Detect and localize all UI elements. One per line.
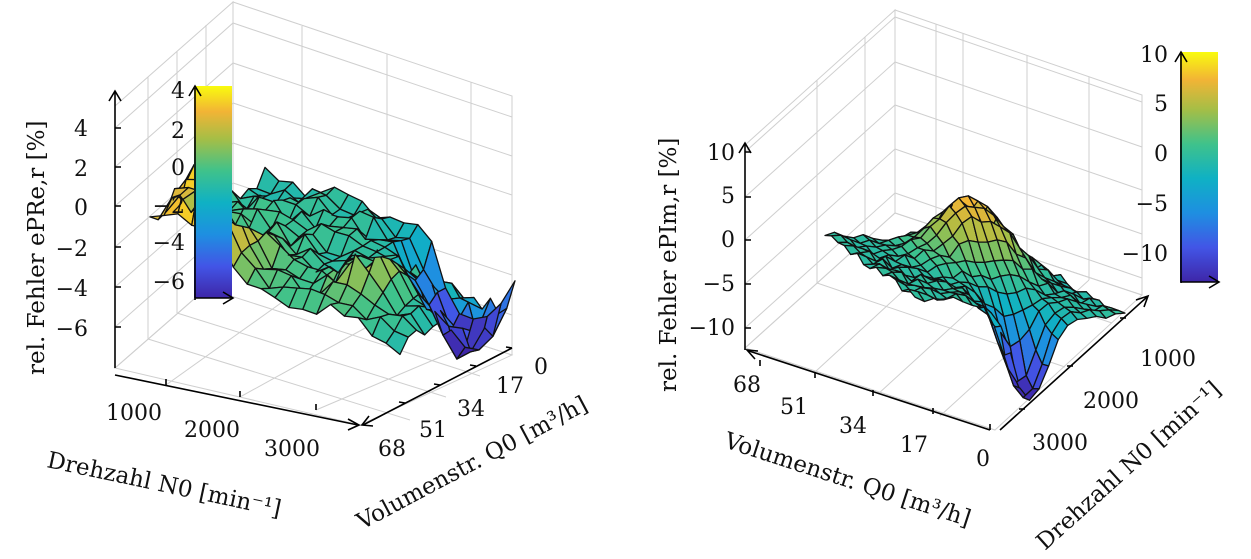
right-y-axis: [999, 296, 1148, 431]
left-z-tick: −4: [56, 277, 88, 302]
left-x-ticks: 1000 2000 3000: [106, 401, 320, 462]
right-z-tick: −10: [689, 316, 735, 341]
left-y-tick: 17: [496, 374, 524, 399]
right-x-tick: 17: [900, 433, 928, 458]
left-colorbar-tick: 4: [171, 79, 185, 104]
left-colorbar-gradient: [194, 86, 232, 298]
left-colorbar-tick: −4: [153, 231, 185, 256]
right-axes: [738, 141, 1150, 431]
left-y-tick: 34: [457, 397, 485, 422]
left-axes: [108, 89, 513, 431]
left-z-tick: 0: [74, 196, 88, 221]
left-y-tick: 51: [419, 418, 447, 443]
left-z-tick: 2: [74, 157, 88, 182]
right-x-ticks: 68 51 34 17 0: [733, 373, 990, 472]
left-colorbar: 4 2 0 −2 −4 −6: [153, 79, 235, 305]
right-x-axis: [748, 350, 991, 431]
chart-left: 4 2 0 −2 −4 −6 1000 2000 3000 0 17 34 51…: [24, 0, 592, 536]
right-y-tick: 1000: [1140, 347, 1196, 372]
right-y-tick: 3000: [1032, 431, 1088, 456]
right-x-label: Volumenstr. Q0 [m³/h]: [720, 428, 974, 533]
right-x-tick: 51: [780, 395, 808, 420]
left-y-tick: 68: [378, 437, 406, 462]
left-y-ticks: 0 17 34 51 68: [378, 355, 548, 462]
right-z-label: rel. Fehler ePIm,r [%]: [656, 138, 682, 392]
right-z-tick: −5: [703, 272, 735, 297]
left-colorbar-tick: 2: [171, 119, 185, 144]
surface-patch: [410, 305, 434, 336]
right-colorbar-tick: −10: [1122, 242, 1168, 267]
right-x-tick: 0: [976, 447, 990, 472]
left-z-tick: −2: [56, 237, 88, 262]
left-grid: [113, 0, 514, 426]
left-x-tick: 1000: [106, 401, 162, 426]
surface-patch: [936, 296, 954, 301]
left-x-tick: 3000: [264, 437, 320, 462]
right-y-tick: 2000: [1083, 389, 1139, 414]
right-colorbar: 10 5 0 −5 −10: [1122, 43, 1221, 289]
right-z-ticks: 10 5 0 −5 −10: [689, 141, 735, 341]
left-x-axis: [114, 374, 359, 426]
left-x-tick: 2000: [184, 418, 240, 443]
left-y-axis: [362, 347, 513, 426]
right-colorbar-gradient: [1180, 52, 1218, 282]
right-surface: [824, 195, 1126, 401]
left-colorbar-tick: −2: [153, 194, 185, 219]
right-x-tick: 68: [733, 373, 761, 398]
left-colorbar-tick: 0: [171, 156, 185, 181]
left-z-label: rel. Fehler ePRe,r [%]: [24, 121, 50, 375]
surface-patch: [385, 330, 409, 356]
left-z-tick: −6: [56, 317, 88, 342]
right-x-tick: 34: [839, 414, 867, 439]
right-z-tick: 10: [707, 141, 735, 166]
surface-patch: [456, 346, 480, 360]
surface-patch: [1022, 387, 1040, 401]
right-y-ticks: 1000 2000 3000: [1032, 347, 1196, 456]
right-colorbar-tick: 0: [1154, 142, 1168, 167]
left-z-tick: 4: [74, 117, 88, 142]
right-colorbar-tick: 5: [1154, 92, 1168, 117]
left-colorbar-tick: −6: [153, 270, 185, 295]
right-z-tick: 0: [721, 228, 735, 253]
right-z-tick: 5: [721, 184, 735, 209]
chart-right: 10 5 0 −5 −10 68 51 34 17 0 1000 2000 30…: [656, 8, 1226, 555]
right-colorbar-tick: 10: [1140, 43, 1168, 68]
surface-patch: [149, 196, 173, 221]
left-y-tick: 0: [534, 355, 548, 380]
surface-patch: [315, 263, 339, 274]
left-z-ticks: 4 2 0 −2 −4 −6: [56, 117, 88, 342]
right-colorbar-tick: −5: [1136, 192, 1168, 217]
left-x-label: Drehzahl N0 [min⁻¹]: [45, 447, 284, 522]
